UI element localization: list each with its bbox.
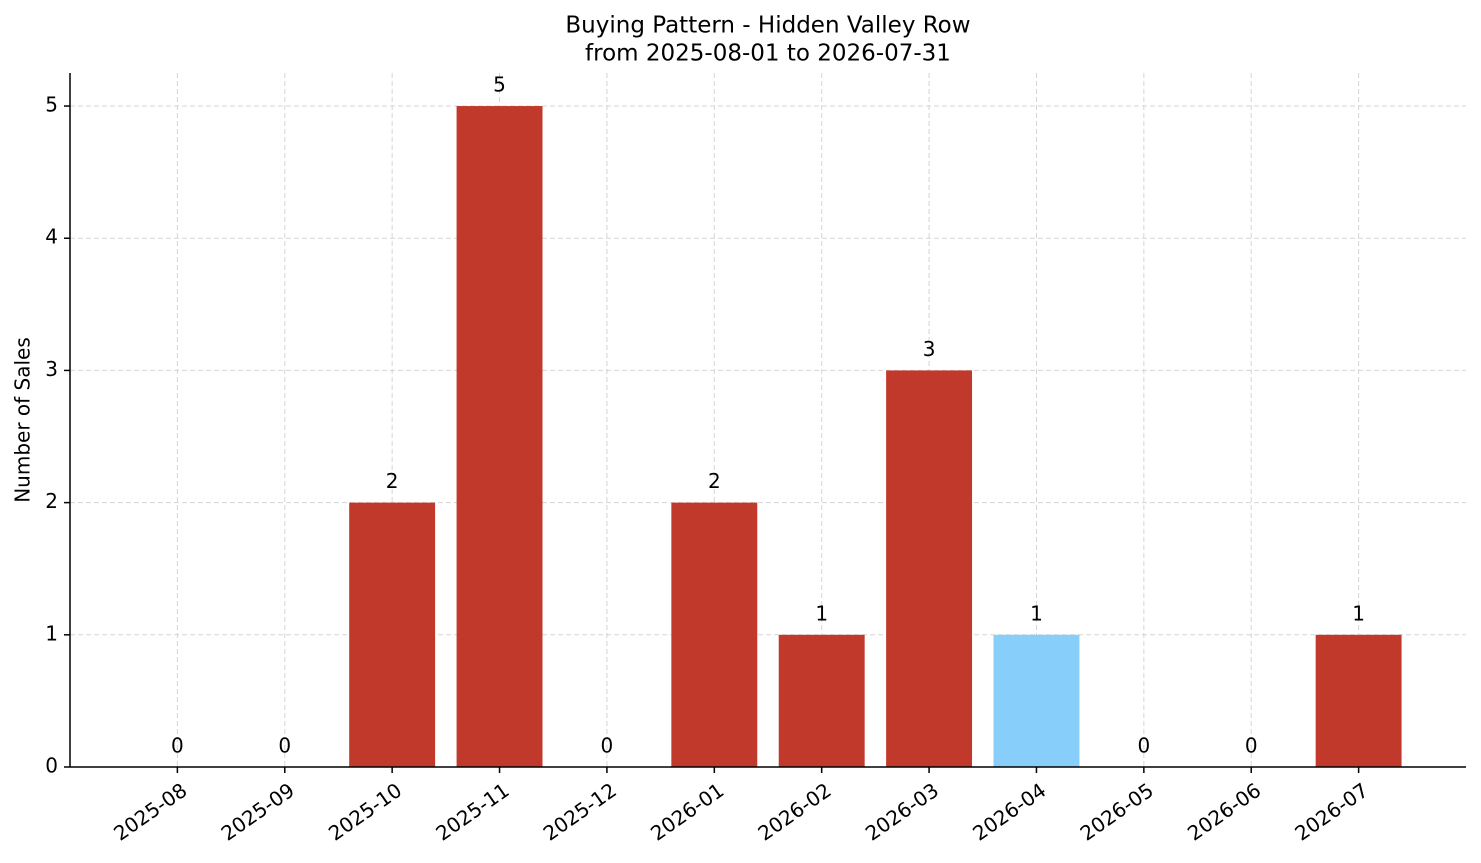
value-label: 0: [278, 734, 291, 758]
value-label: 2: [708, 469, 721, 493]
y-tick-label: 4: [45, 225, 58, 249]
x-tick-label: 2026-07: [1290, 778, 1372, 846]
y-axis-label: Number of Sales: [11, 337, 35, 503]
y-tick-label: 2: [45, 489, 58, 513]
value-label: 3: [923, 337, 936, 361]
x-tick-label: 2025-09: [217, 778, 299, 846]
x-tick-label: 2026-04: [968, 778, 1050, 846]
bar: [778, 634, 865, 767]
x-tick-label: 2026-06: [1183, 778, 1265, 846]
bar: [671, 502, 758, 767]
bar: [456, 106, 543, 768]
bar: [349, 502, 436, 767]
bar: [886, 370, 973, 767]
x-tick-label: 2026-05: [1076, 778, 1158, 846]
value-label: 1: [1030, 601, 1043, 625]
y-tick-label: 0: [45, 754, 58, 778]
value-label: 0: [171, 734, 184, 758]
x-tick-label: 2026-01: [646, 778, 728, 846]
value-label: 0: [1245, 734, 1258, 758]
y-tick-label: 1: [45, 621, 58, 645]
value-label: 1: [1352, 601, 1365, 625]
x-tick-label: 2025-08: [109, 778, 191, 846]
y-tick-label: 3: [45, 357, 58, 381]
chart-subtitle: from 2025-08-01 to 2026-07-31: [585, 41, 951, 67]
value-label: 0: [601, 734, 614, 758]
y-tick-label: 5: [45, 93, 58, 117]
value-label: 1: [815, 601, 828, 625]
value-label: 5: [493, 73, 506, 97]
value-label: 2: [386, 469, 399, 493]
bar: [1315, 634, 1402, 767]
chart-title: Buying Pattern - Hidden Valley Row: [565, 13, 970, 39]
bar: [993, 634, 1080, 767]
x-tick-label: 2025-10: [324, 778, 406, 846]
value-label: 0: [1137, 734, 1150, 758]
x-tick-label: 2025-12: [539, 778, 621, 846]
x-tick-label: 2026-02: [753, 778, 835, 846]
x-tick-label: 2025-11: [431, 778, 513, 846]
x-tick-label: 2026-03: [861, 778, 943, 846]
